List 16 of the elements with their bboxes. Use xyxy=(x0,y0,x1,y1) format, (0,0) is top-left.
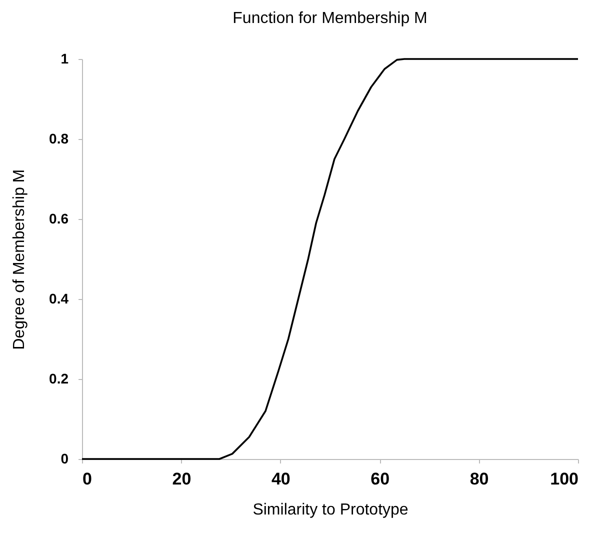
x-tick-label: 20 xyxy=(172,470,192,488)
x-tick-label: 80 xyxy=(470,470,489,488)
chart-title: Function for Membership M xyxy=(232,10,428,27)
y-tick-label: 0 xyxy=(60,450,69,466)
x-tick-label: 0 xyxy=(82,470,92,488)
x-axis-title: Similarity to Prototype xyxy=(252,502,408,518)
x-tick-label: 40 xyxy=(271,470,290,488)
y-axis-title: Degree of Membership M xyxy=(11,169,28,350)
y-tick-label: 0.6 xyxy=(49,210,69,226)
y-tick-label: 1 xyxy=(60,50,69,66)
line-series xyxy=(81,58,579,460)
x-tick-label: 100 xyxy=(550,470,578,488)
x-tick-label: 60 xyxy=(370,470,390,488)
y-tick-label: 0.8 xyxy=(49,130,69,146)
y-tick-label: 0.4 xyxy=(49,290,69,306)
y-tick-label: 0.2 xyxy=(49,370,69,386)
